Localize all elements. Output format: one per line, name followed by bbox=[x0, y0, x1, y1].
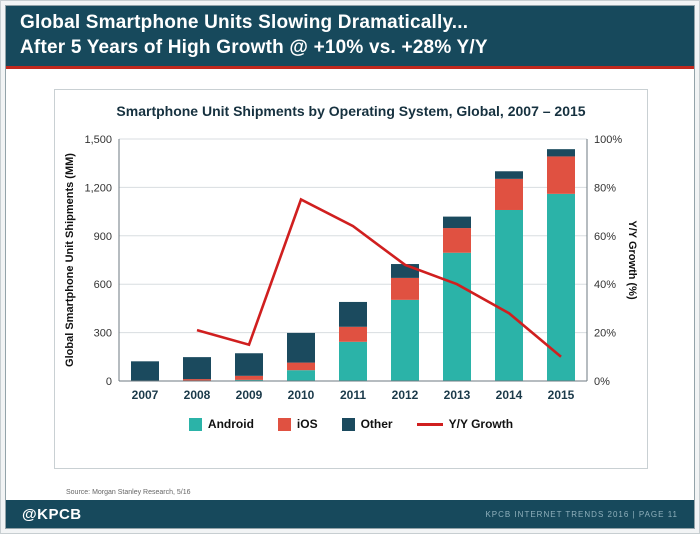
bar-other-2013 bbox=[443, 216, 471, 229]
y-axis-tick-right: 0% bbox=[594, 376, 610, 388]
header-line-1: Global Smartphone Units Slowing Dramatic… bbox=[20, 12, 469, 33]
bar-other-2007 bbox=[131, 361, 159, 381]
y-axis-title-right: Y/Y Growth (%) bbox=[626, 220, 638, 300]
y-axis-tick-left: 1,200 bbox=[84, 182, 112, 194]
bar-android-2009 bbox=[235, 379, 263, 381]
legend-line-swatch bbox=[416, 422, 443, 426]
x-axis-label-2011: 2011 bbox=[340, 388, 366, 402]
y-axis-tick-left: 600 bbox=[94, 279, 112, 291]
bar-ios-2015 bbox=[547, 156, 575, 194]
y-axis-tick-right: 80% bbox=[594, 182, 616, 194]
bar-other-2008 bbox=[183, 357, 211, 380]
bar-android-2011 bbox=[339, 341, 367, 381]
kpcb-logo: @KPCB bbox=[22, 505, 82, 523]
y-axis-tick-right: 60% bbox=[594, 231, 616, 243]
source-note: Source: Morgan Stanley Research, 5/16 bbox=[66, 489, 191, 496]
bar-ios-2014 bbox=[495, 178, 523, 210]
y-axis-tick-left: 300 bbox=[94, 328, 112, 340]
chart-legend: Android iOS Other Y/Y Growth bbox=[55, 417, 647, 431]
bar-ios-2010 bbox=[287, 362, 315, 371]
legend-label: Android bbox=[207, 417, 254, 431]
bar-ios-2012 bbox=[391, 277, 419, 300]
legend-color-swatch bbox=[277, 417, 291, 431]
y-axis-tick-right: 100% bbox=[594, 134, 622, 146]
bar-android-2013 bbox=[443, 252, 471, 381]
y-axis-tick-left: 900 bbox=[94, 231, 112, 243]
bar-other-2014 bbox=[495, 171, 523, 179]
slide-footer: @KPCB KPCB INTERNET TRENDS 2016 | PAGE 1… bbox=[6, 500, 694, 528]
legend-color-swatch bbox=[188, 417, 202, 431]
y-axis-tick-left: 0 bbox=[106, 376, 112, 388]
chart-card: Smartphone Unit Shipments by Operating S… bbox=[54, 89, 648, 469]
x-axis-label-2014: 2014 bbox=[496, 388, 523, 402]
bar-ios-2009 bbox=[235, 375, 263, 380]
legend-label: Other bbox=[360, 417, 393, 431]
x-axis-label-2009: 2009 bbox=[236, 388, 263, 402]
legend-label: iOS bbox=[296, 417, 318, 431]
y-axis-tick-right: 20% bbox=[594, 328, 616, 340]
footer-page-info: KPCB INTERNET TRENDS 2016 | PAGE 11 bbox=[485, 509, 678, 519]
growth-line bbox=[196, 197, 562, 358]
slide-frame: Global Smartphone Units Slowing Dramatic… bbox=[5, 5, 695, 529]
x-axis-label-2007: 2007 bbox=[132, 388, 159, 402]
x-axis-label-2008: 2008 bbox=[184, 388, 211, 402]
bar-android-2010 bbox=[287, 370, 315, 381]
bar-ios-2013 bbox=[443, 228, 471, 253]
legend-label: Y/Y Growth bbox=[448, 417, 514, 431]
header-line-2: After 5 Years of High Growth @ +10% vs. … bbox=[20, 37, 488, 58]
y-axis-tick-right: 40% bbox=[594, 279, 616, 291]
x-axis-label-2015: 2015 bbox=[548, 388, 575, 402]
x-axis-label-2013: 2013 bbox=[444, 388, 471, 402]
bar-ios-2008 bbox=[183, 379, 211, 381]
legend-item-android: Android bbox=[188, 417, 254, 431]
legend-color-swatch bbox=[341, 417, 355, 431]
slide-header: Global Smartphone Units Slowing Dramatic… bbox=[6, 6, 694, 69]
y-axis-tick-left: 1,500 bbox=[84, 134, 112, 146]
x-axis-label-2010: 2010 bbox=[288, 388, 315, 402]
legend-item-other: Other bbox=[341, 417, 393, 431]
bar-android-2014 bbox=[495, 209, 523, 381]
chart: 0 300 600 900 1,200 1,500 0% 20% 40% 60% 80% 100% 20… bbox=[64, 134, 638, 402]
chart-title: Smartphone Unit Shipments by Operating S… bbox=[116, 103, 586, 119]
bar-other-2010 bbox=[287, 332, 315, 363]
bar-other-2009 bbox=[235, 353, 263, 376]
bar-android-2012 bbox=[391, 299, 419, 381]
slide-body: Smartphone Unit Shipments by Operating S… bbox=[6, 69, 694, 500]
bar-android-2015 bbox=[547, 193, 575, 381]
bar-other-2011 bbox=[339, 301, 367, 327]
x-axis-label-2012: 2012 bbox=[392, 388, 419, 402]
y-axis-title-left: Global Smartphone Unit Shipments (MM) bbox=[64, 153, 76, 367]
legend-item-y-y-growth: Y/Y Growth bbox=[416, 417, 514, 431]
bar-ios-2011 bbox=[339, 326, 367, 342]
legend-item-ios: iOS bbox=[277, 417, 318, 431]
bar-other-2015 bbox=[547, 149, 575, 157]
